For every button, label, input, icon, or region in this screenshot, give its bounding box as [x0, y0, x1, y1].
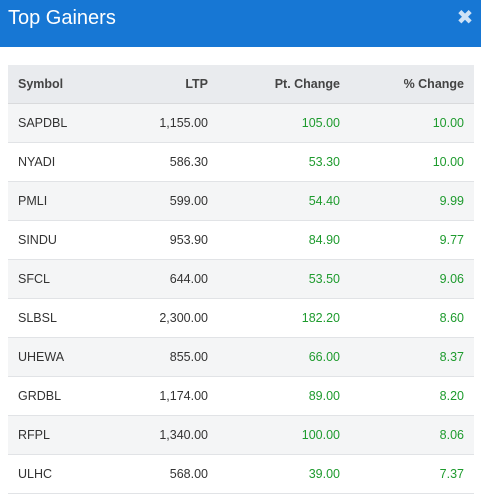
- modal-body: Symbol LTP Pt. Change % Change SAPDBL 1,1…: [0, 47, 481, 494]
- table-row[interactable]: UHEWA 855.00 66.00 8.37: [8, 337, 474, 376]
- pt-change-cell: 182.20: [301, 310, 340, 325]
- pct-change-cell: 9.99: [439, 193, 464, 208]
- pt-change-cell: 105.00: [301, 115, 340, 130]
- symbol-cell[interactable]: SAPDBL: [18, 115, 68, 130]
- close-icon[interactable]: ✖: [456, 7, 474, 29]
- pt-change-cell: 89.00: [308, 388, 340, 403]
- symbol-cell[interactable]: SINDU: [18, 232, 57, 247]
- table-row[interactable]: SINDU 953.90 84.90 9.77: [8, 220, 474, 259]
- pct-change-cell: 8.60: [439, 310, 464, 325]
- symbol-cell[interactable]: ULHC: [18, 466, 53, 481]
- table-row[interactable]: SFCL 644.00 53.50 9.06: [8, 259, 474, 298]
- pct-change-cell: 9.06: [439, 271, 464, 286]
- table-row[interactable]: SAPDBL 1,155.00 105.00 10.00: [8, 103, 474, 142]
- column-header-ltp[interactable]: LTP: [118, 65, 218, 104]
- table-header: Symbol LTP Pt. Change % Change: [8, 65, 474, 104]
- table-row[interactable]: GRDBL 1,174.00 89.00 8.20: [8, 376, 474, 415]
- ltp-cell: 599.00: [169, 193, 208, 208]
- pt-change-cell: 66.00: [308, 349, 340, 364]
- pct-change-cell: 8.06: [439, 427, 464, 442]
- table-row[interactable]: PMLI 599.00 54.40 9.99: [8, 181, 474, 220]
- pct-change-cell: 10.00: [432, 154, 464, 169]
- ltp-cell: 2,300.00: [159, 310, 208, 325]
- pt-change-cell: 84.90: [308, 232, 340, 247]
- ltp-cell: 855.00: [169, 349, 208, 364]
- pt-change-cell: 53.50: [308, 271, 340, 286]
- ltp-cell: 1,174.00: [159, 388, 208, 403]
- symbol-cell[interactable]: SLBSL: [18, 310, 57, 325]
- ltp-cell: 568.00: [169, 466, 208, 481]
- pct-change-cell: 10.00: [432, 115, 464, 130]
- ltp-cell: 1,340.00: [159, 427, 208, 442]
- symbol-cell[interactable]: GRDBL: [18, 388, 62, 403]
- pt-change-cell: 39.00: [308, 466, 340, 481]
- pct-change-cell: 7.37: [439, 466, 464, 481]
- ltp-cell: 644.00: [169, 271, 208, 286]
- table-row[interactable]: SLBSL 2,300.00 182.20 8.60: [8, 298, 474, 337]
- table-row[interactable]: ULHC 568.00 39.00 7.37: [8, 454, 474, 493]
- pt-change-cell: 53.30: [308, 154, 340, 169]
- column-header-pct-change[interactable]: % Change: [350, 65, 474, 104]
- ltp-cell: 953.90: [169, 232, 208, 247]
- column-header-pt-change[interactable]: Pt. Change: [218, 65, 350, 104]
- pt-change-cell: 54.40: [308, 193, 340, 208]
- symbol-cell[interactable]: NYADI: [18, 154, 56, 169]
- ltp-cell: 586.30: [169, 154, 208, 169]
- pct-change-cell: 8.20: [439, 388, 464, 403]
- table-row[interactable]: RFPL 1,340.00 100.00 8.06: [8, 415, 474, 454]
- pct-change-cell: 9.77: [439, 232, 464, 247]
- gainers-table: Symbol LTP Pt. Change % Change SAPDBL 1,1…: [8, 65, 474, 494]
- symbol-cell[interactable]: PMLI: [18, 193, 48, 208]
- symbol-cell[interactable]: RFPL: [18, 427, 50, 442]
- table-body: SAPDBL 1,155.00 105.00 10.00 NYADI 586.30 53.3…: [8, 103, 474, 493]
- symbol-cell[interactable]: SFCL: [18, 271, 50, 286]
- modal-header: Top Gainers ✖: [0, 0, 481, 47]
- table-row[interactable]: NYADI 586.30 53.30 10.00: [8, 142, 474, 181]
- ltp-cell: 1,155.00: [159, 115, 208, 130]
- pct-change-cell: 8.37: [439, 349, 464, 364]
- symbol-cell[interactable]: UHEWA: [18, 349, 65, 364]
- modal-title: Top Gainers: [8, 7, 116, 29]
- table-header-row: Symbol LTP Pt. Change % Change: [8, 65, 474, 104]
- column-header-symbol[interactable]: Symbol: [8, 65, 118, 104]
- pt-change-cell: 100.00: [301, 427, 340, 442]
